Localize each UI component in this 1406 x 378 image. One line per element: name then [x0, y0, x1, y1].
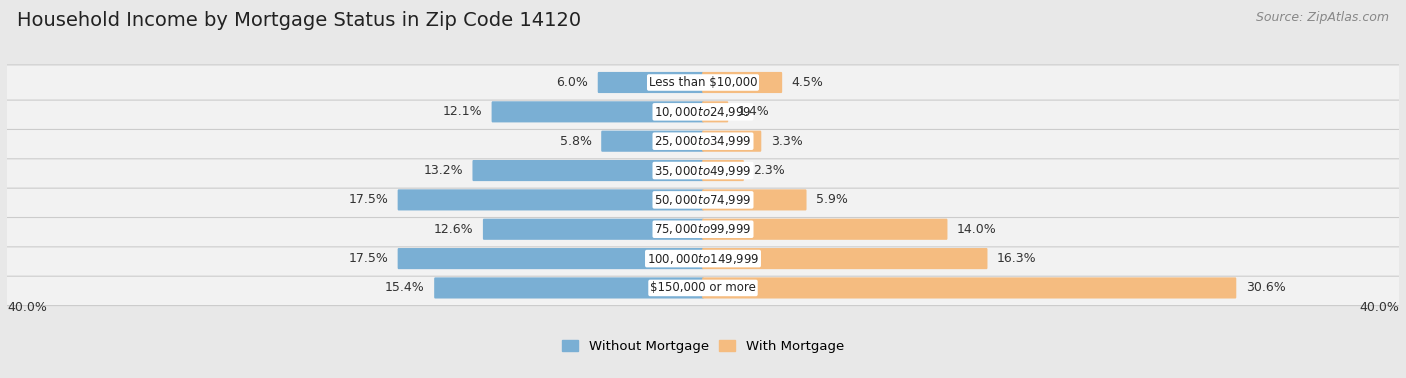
Text: 5.9%: 5.9% — [815, 194, 848, 206]
FancyBboxPatch shape — [598, 72, 704, 93]
Text: 15.4%: 15.4% — [385, 282, 425, 294]
Text: Less than $10,000: Less than $10,000 — [648, 76, 758, 89]
FancyBboxPatch shape — [0, 124, 1406, 159]
FancyBboxPatch shape — [398, 248, 704, 269]
Text: 30.6%: 30.6% — [1246, 282, 1285, 294]
FancyBboxPatch shape — [0, 65, 1406, 100]
Text: $75,000 to $99,999: $75,000 to $99,999 — [654, 222, 752, 236]
Text: 12.1%: 12.1% — [443, 105, 482, 118]
FancyBboxPatch shape — [482, 219, 704, 240]
FancyBboxPatch shape — [0, 241, 1406, 276]
Text: 14.0%: 14.0% — [957, 223, 997, 236]
Text: $35,000 to $49,999: $35,000 to $49,999 — [654, 164, 752, 178]
FancyBboxPatch shape — [434, 277, 704, 299]
FancyBboxPatch shape — [0, 212, 1406, 247]
FancyBboxPatch shape — [0, 153, 1406, 188]
Text: $150,000 or more: $150,000 or more — [650, 282, 756, 294]
Text: 6.0%: 6.0% — [557, 76, 588, 89]
Text: 5.8%: 5.8% — [560, 135, 592, 148]
FancyBboxPatch shape — [492, 101, 704, 122]
Text: $100,000 to $149,999: $100,000 to $149,999 — [647, 252, 759, 266]
FancyBboxPatch shape — [602, 131, 704, 152]
Text: 17.5%: 17.5% — [349, 252, 388, 265]
FancyBboxPatch shape — [398, 189, 704, 211]
Text: $25,000 to $34,999: $25,000 to $34,999 — [654, 134, 752, 148]
FancyBboxPatch shape — [702, 101, 728, 122]
Legend: Without Mortgage, With Mortgage: Without Mortgage, With Mortgage — [557, 334, 849, 358]
Text: 2.3%: 2.3% — [754, 164, 785, 177]
FancyBboxPatch shape — [702, 277, 1236, 299]
Text: 17.5%: 17.5% — [349, 194, 388, 206]
FancyBboxPatch shape — [702, 219, 948, 240]
Text: 40.0%: 40.0% — [7, 301, 46, 313]
FancyBboxPatch shape — [0, 270, 1406, 305]
Text: 13.2%: 13.2% — [423, 164, 463, 177]
Text: Household Income by Mortgage Status in Zip Code 14120: Household Income by Mortgage Status in Z… — [17, 11, 581, 30]
Text: 40.0%: 40.0% — [1360, 301, 1399, 313]
FancyBboxPatch shape — [702, 248, 987, 269]
FancyBboxPatch shape — [0, 94, 1406, 129]
FancyBboxPatch shape — [702, 189, 807, 211]
FancyBboxPatch shape — [472, 160, 704, 181]
FancyBboxPatch shape — [702, 131, 761, 152]
Text: 4.5%: 4.5% — [792, 76, 824, 89]
FancyBboxPatch shape — [702, 160, 744, 181]
Text: 12.6%: 12.6% — [433, 223, 474, 236]
Text: 3.3%: 3.3% — [770, 135, 803, 148]
Text: Source: ZipAtlas.com: Source: ZipAtlas.com — [1256, 11, 1389, 24]
Text: 1.4%: 1.4% — [738, 105, 769, 118]
FancyBboxPatch shape — [0, 182, 1406, 217]
Text: $10,000 to $24,999: $10,000 to $24,999 — [654, 105, 752, 119]
Text: $50,000 to $74,999: $50,000 to $74,999 — [654, 193, 752, 207]
FancyBboxPatch shape — [702, 72, 782, 93]
Text: 16.3%: 16.3% — [997, 252, 1036, 265]
